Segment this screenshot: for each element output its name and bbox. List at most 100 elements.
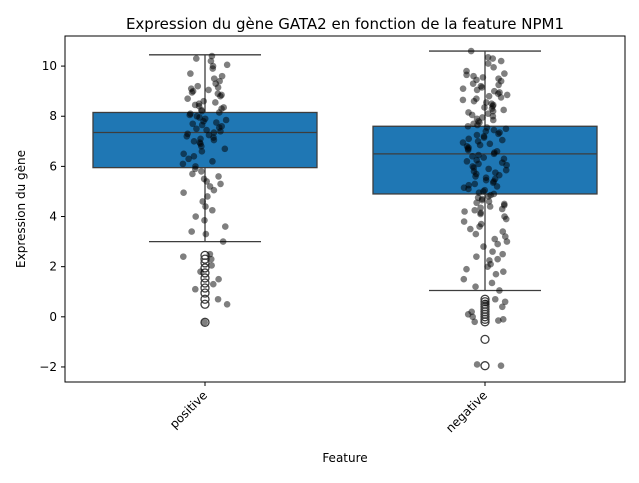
x-tick-label: positive [167,388,210,431]
data-point [496,287,503,294]
data-point [501,298,509,306]
data-point [473,131,481,139]
data-point [460,275,468,283]
data-point [498,205,506,213]
plot-frame [64,35,626,383]
y-tick-label: 6 [49,159,57,173]
data-point [503,91,511,99]
data-point [460,218,468,225]
data-point [493,183,501,190]
data-point [209,158,216,165]
data-point [468,111,476,119]
data-point [502,166,510,174]
outlier-point [480,312,490,322]
y-tick-label: 8 [49,109,57,123]
data-point [489,248,496,255]
data-point [469,313,476,321]
data-point [223,61,231,69]
data-point [477,210,484,218]
data-point [503,161,510,169]
data-point [189,170,196,178]
data-point [197,268,204,275]
data-point [213,119,220,126]
data-point [486,140,494,148]
data-point [198,143,205,150]
data-point [472,230,480,238]
data-point [463,158,471,165]
data-point [494,255,501,263]
data-point [217,127,224,135]
data-point [183,132,191,140]
outlier-point [200,263,210,273]
data-point [192,213,200,220]
data-point [491,235,499,243]
data-point [459,96,467,104]
data-point [202,230,210,238]
data-point [471,318,478,326]
data-point [481,104,488,111]
data-point [486,203,494,210]
data-point [217,180,224,188]
data-point [476,223,483,230]
data-point [479,74,487,81]
data-point [201,216,208,224]
data-point [198,107,206,115]
data-point [472,283,479,291]
data-point [475,151,482,159]
data-point [463,71,470,79]
outlier-point [200,299,210,309]
data-point [485,92,493,100]
data-point [190,138,198,145]
data-point [497,94,505,101]
data-point [475,160,482,168]
data-point [469,153,476,160]
data-point [473,199,480,207]
data-point [484,60,492,67]
data-point [500,106,507,114]
y-tick-label: 10 [42,59,57,73]
x-axis-label: Feature [322,451,367,465]
data-point [476,141,484,149]
data-point [209,280,217,288]
data-point [222,116,230,124]
data-point [465,135,473,143]
y-tick-label: −2 [39,360,57,374]
data-point [502,215,510,223]
data-point [463,265,470,273]
outlier-point [480,334,490,345]
outlier-point [200,317,210,327]
data-point [482,176,490,184]
data-point [188,228,195,235]
data-point [482,299,490,307]
data-point [215,275,222,283]
data-point [209,65,217,72]
data-point [491,295,499,303]
data-point [189,120,197,128]
y-axis-label: Expression du gène [14,150,28,268]
data-point [489,116,497,124]
data-point [472,173,479,180]
outlier-point [480,361,490,371]
data-point [219,238,227,245]
data-point [184,95,191,102]
data-point [464,122,472,130]
outlier-point [200,288,210,298]
data-point [482,127,490,135]
data-point [188,89,196,96]
data-point [198,168,205,175]
data-point [215,173,222,180]
data-point [215,109,223,116]
data-point [488,279,496,287]
data-point [498,136,506,144]
data-point [480,243,487,250]
data-point [469,80,477,87]
data-point [471,206,479,214]
data-point [474,121,481,129]
data-point [501,70,508,77]
data-point [465,185,472,193]
y-tick-label: 2 [49,260,57,274]
data-point [484,263,491,270]
data-point [185,155,192,163]
data-point [210,75,218,82]
data-point [495,317,502,324]
